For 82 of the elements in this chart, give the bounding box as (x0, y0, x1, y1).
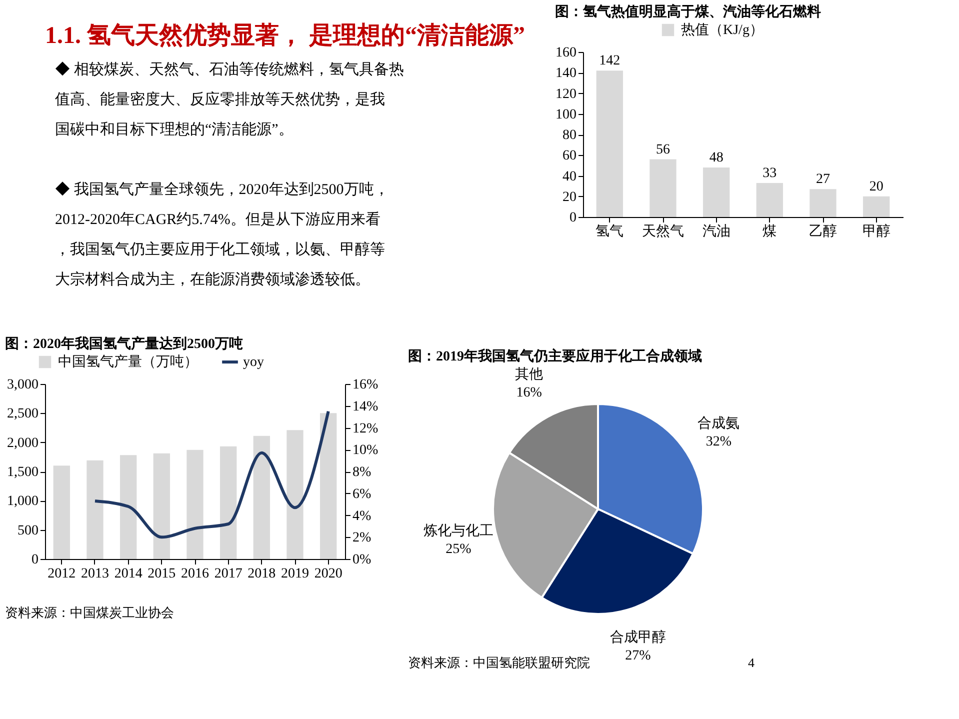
data-label: 27 (816, 172, 830, 188)
y-tick-label: 140 (556, 66, 576, 82)
x-tick-label: 2017 (214, 566, 242, 582)
chart-title: 图：2020年我国氢气产量达到2500万吨 (5, 335, 243, 352)
y2-tick-label: 6% (352, 486, 372, 502)
y2-tick-label: 12% (352, 421, 378, 436)
bar (650, 159, 676, 217)
y-tick-label: 1,000 (7, 494, 38, 510)
bar (703, 168, 730, 217)
x-tick-label: 乙醇 (809, 224, 837, 240)
bar (86, 460, 104, 559)
x-tick-label: 甲醇 (862, 224, 890, 240)
legend-label: 热值（KJ/g） (681, 22, 764, 38)
bar (320, 413, 337, 559)
bar (153, 453, 170, 559)
text: 1.1. 氢气天然优势显著， 是理想的“清洁能源” (45, 22, 525, 49)
text: ◆ 相较煤炭、天然气、石油等传统燃料，氢气具备热值高、能量密度大、反应零排放等天然优势，是我国碳中和目标下理想的“清洁能源”。 (55, 61, 404, 138)
y2-tick-label: 14% (352, 399, 378, 414)
x-tick-label: 天然气 (642, 224, 684, 240)
slice-label: 其他 (515, 366, 544, 383)
data-label: 25% (446, 542, 472, 558)
data-label: 33 (762, 166, 777, 181)
bar (53, 466, 70, 559)
data-label: 56 (656, 142, 670, 158)
bar (810, 189, 836, 217)
y2-tick-label: 4% (352, 508, 372, 524)
y-tick-label: 0 (570, 210, 576, 226)
x-tick-label: 2015 (148, 566, 176, 582)
x-tick-label: 2018 (248, 566, 276, 582)
y-tick-label: 100 (556, 107, 576, 122)
bar (186, 450, 204, 559)
bar (220, 446, 237, 559)
y-tick-label: 80 (562, 128, 576, 143)
legend-label: yoy (243, 355, 264, 370)
y-tick-label: 1,500 (7, 465, 38, 480)
y-tick-label: 20 (562, 190, 576, 205)
y-tick-label: 2,500 (7, 406, 38, 422)
legend-label: 中国氢气产量（万吨） (58, 354, 198, 370)
line-series (94, 410, 330, 539)
data-label: 48 (709, 150, 724, 166)
y-tick-label: 160 (556, 46, 576, 60)
x-tick-label: 煤 (762, 224, 777, 240)
x-tick-label: 2014 (114, 566, 142, 582)
bar (120, 455, 137, 559)
data-label: 32% (706, 434, 732, 450)
y2-tick-label: 0% (352, 552, 372, 568)
x-tick-label: 氢气 (596, 224, 624, 240)
bar (596, 70, 623, 217)
x-tick-label: 2013 (81, 566, 109, 582)
slice-label: 炼化与化工 (423, 523, 494, 540)
slice-label: 合成甲醇 (610, 629, 666, 646)
chart-title: 图：氢气热值明显高于煤、汽油等化石燃料 (555, 3, 821, 20)
y2-tick-label: 10% (352, 443, 378, 458)
x-tick-label: 2012 (48, 566, 76, 582)
x-tick-label: 2020 (314, 566, 342, 582)
y-tick-label: 0 (32, 552, 38, 568)
y-tick-label: 60 (562, 148, 576, 164)
text: ◆ 我国氢气产量全球领先，2020年达到2500万吨，2012-2020年CAGR约5.74%。但是从下游应用来看，我国氢气仍主要应用于化工领域，以氨、甲醇等大宗材料合成为主，在能源消费领域渗透较低。 (55, 181, 389, 288)
data-label: 142 (599, 54, 620, 69)
y-tick-label: 120 (556, 86, 576, 102)
x-tick-label: 2019 (281, 566, 309, 582)
bar (286, 430, 304, 559)
text: 资料来源：中国煤炭工业协会 (5, 605, 174, 620)
y-tick-label: 2,000 (7, 436, 38, 451)
y-tick-label: 40 (562, 169, 576, 184)
data-label: 16% (516, 386, 542, 401)
y2-tick-label: 16% (352, 378, 378, 392)
y2-tick-label: 8% (352, 465, 372, 480)
x-tick-label: 2016 (181, 566, 209, 582)
bar (253, 436, 270, 559)
y-tick-label: 500 (18, 523, 38, 538)
slice-label: 合成氨 (698, 415, 740, 432)
chart-title: 图：2019年我国氢气仍主要应用于化工合成领域 (408, 348, 702, 365)
data-label: 27% (625, 648, 652, 664)
text: 资料来源：中国氢能联盟研究院 (408, 655, 590, 670)
x-tick-label: 汽油 (702, 224, 730, 240)
y-tick-label: 3,000 (7, 378, 38, 392)
bar (863, 196, 890, 217)
y2-tick-label: 2% (352, 530, 372, 546)
bar (756, 182, 783, 217)
text: 4 (748, 655, 755, 670)
data-label: 20 (869, 179, 884, 194)
